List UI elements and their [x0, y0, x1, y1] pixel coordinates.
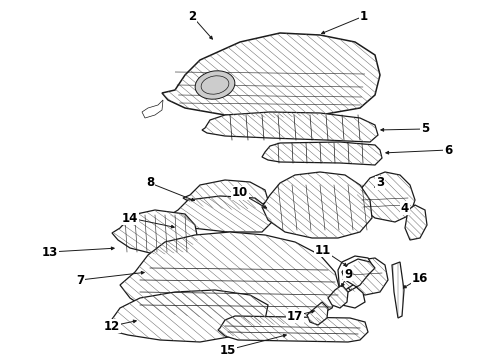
Polygon shape — [112, 210, 198, 255]
Polygon shape — [262, 172, 372, 238]
Polygon shape — [405, 205, 427, 240]
Text: 10: 10 — [232, 186, 248, 199]
Polygon shape — [162, 33, 380, 118]
Ellipse shape — [195, 71, 235, 99]
Polygon shape — [307, 302, 328, 325]
Polygon shape — [120, 232, 340, 325]
Text: 13: 13 — [42, 246, 58, 258]
Text: 4: 4 — [401, 202, 409, 215]
Polygon shape — [108, 290, 268, 342]
Text: 2: 2 — [188, 9, 196, 22]
Text: 5: 5 — [421, 122, 429, 135]
Text: 3: 3 — [376, 176, 384, 189]
Text: 8: 8 — [146, 176, 154, 189]
Text: 11: 11 — [315, 243, 331, 256]
Polygon shape — [338, 256, 372, 295]
Text: 9: 9 — [344, 267, 352, 280]
Text: 1: 1 — [360, 9, 368, 22]
Polygon shape — [342, 258, 388, 295]
Polygon shape — [392, 262, 404, 318]
Text: 17: 17 — [287, 310, 303, 323]
Text: 7: 7 — [76, 274, 84, 287]
Text: 6: 6 — [444, 144, 452, 157]
Polygon shape — [202, 112, 378, 142]
Polygon shape — [183, 180, 268, 210]
Text: 15: 15 — [220, 343, 236, 356]
Polygon shape — [170, 196, 272, 232]
Polygon shape — [355, 172, 415, 222]
Polygon shape — [142, 100, 163, 118]
Text: 12: 12 — [104, 320, 120, 333]
Polygon shape — [218, 316, 368, 342]
Text: 14: 14 — [122, 211, 138, 225]
Polygon shape — [262, 142, 382, 165]
Polygon shape — [334, 259, 375, 308]
Polygon shape — [328, 285, 348, 308]
Text: 16: 16 — [412, 271, 428, 284]
